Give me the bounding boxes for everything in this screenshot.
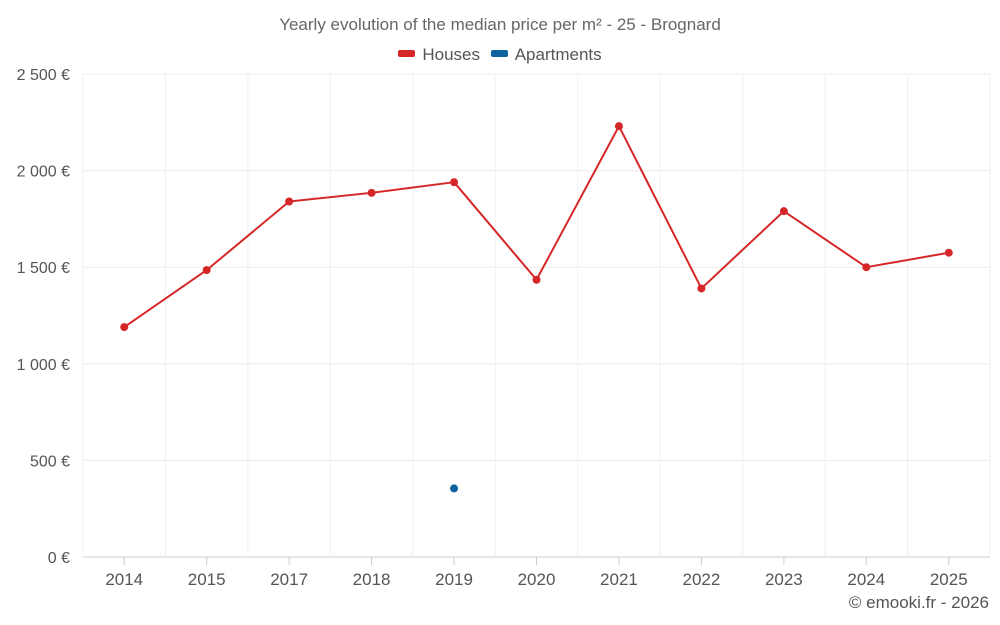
data-point-apartments[interactable]	[450, 484, 459, 493]
data-point-houses[interactable]	[614, 122, 623, 131]
x-tick-label: 2019	[435, 570, 473, 589]
data-point-houses[interactable]	[944, 248, 953, 257]
x-tick-label: 2018	[353, 570, 391, 589]
legend-item-apartments[interactable]: Apartments	[490, 45, 602, 65]
data-point-houses[interactable]	[202, 266, 211, 275]
data-point-houses[interactable]	[285, 197, 294, 206]
legend-swatch-houses	[398, 50, 416, 58]
data-point-houses[interactable]	[532, 275, 541, 284]
data-point-houses[interactable]	[697, 284, 706, 293]
x-tick-label: 2015	[188, 570, 226, 589]
x-tick-label: 2020	[518, 570, 556, 589]
data-point-houses[interactable]	[779, 207, 788, 216]
x-tick-label: 2014	[105, 570, 143, 589]
chart-legend: Houses Apartments	[0, 45, 1000, 65]
y-tick-label: 1 500 €	[17, 260, 70, 277]
copyright-text: © emooki.fr - 2026	[848, 593, 989, 612]
x-tick-label: 2022	[682, 570, 720, 589]
y-tick-label: 2 000 €	[17, 164, 70, 181]
y-tick-label: 0 €	[48, 550, 70, 567]
legend-item-houses[interactable]: Houses	[398, 45, 480, 65]
legend-label-houses: Houses	[422, 45, 480, 64]
y-tick-label: 1 000 €	[17, 357, 70, 374]
chart-title: Yearly evolution of the median price per…	[279, 15, 721, 34]
x-tick-label: 2021	[600, 570, 638, 589]
legend-label-apartments: Apartments	[514, 45, 602, 64]
data-point-houses[interactable]	[367, 188, 376, 197]
data-point-houses[interactable]	[862, 263, 871, 272]
x-tick-label: 2024	[847, 570, 885, 589]
data-point-houses[interactable]	[450, 178, 459, 187]
data-point-houses[interactable]	[120, 323, 129, 332]
y-tick-label: 2 500 €	[17, 67, 70, 84]
x-tick-label: 2017	[270, 570, 308, 589]
x-tick-label: 2025	[930, 570, 968, 589]
x-tick-label: 2023	[765, 570, 803, 589]
y-tick-label: 500 €	[30, 453, 70, 470]
legend-swatch-apartments	[490, 50, 508, 58]
